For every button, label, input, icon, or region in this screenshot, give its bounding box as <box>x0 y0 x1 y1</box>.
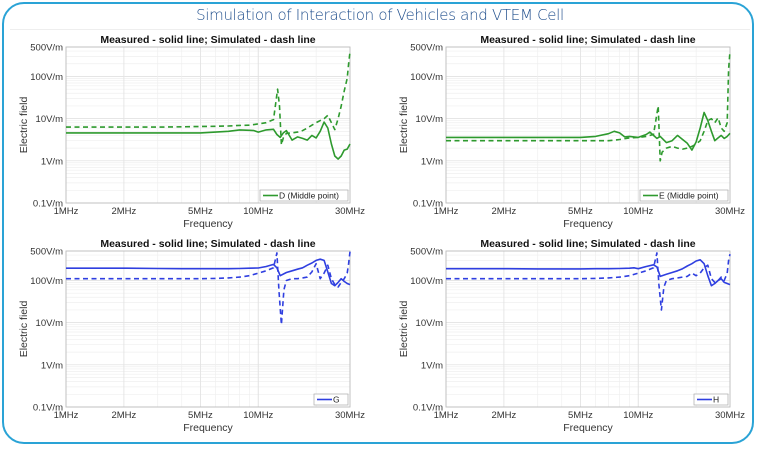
x-tick-label: 10MHz <box>243 206 273 217</box>
x-tick-label: 5MHz <box>188 206 213 217</box>
x-tick-label: 5MHz <box>568 206 593 217</box>
y-tick-label: 100V/m <box>410 72 443 83</box>
y-tick-label: 100V/m <box>30 276 63 287</box>
chart-title: Measured - solid line; Simulated - dash … <box>480 238 695 250</box>
y-tick-label: 0.1V/m <box>33 199 63 210</box>
y-tick-label: 10V/m <box>416 114 444 125</box>
y-tick-label: 100V/m <box>410 276 443 287</box>
axes-box <box>65 46 351 204</box>
chart-h: 1MHz 2MHz 5MHz 10MHz 30MHz 0.1V/m 1V/m 10V/m 100… <box>398 238 745 434</box>
x-tick-label: 30MHz <box>715 410 745 421</box>
x-axis-label: Frequency <box>563 218 613 230</box>
y-tick-label: 500V/m <box>410 247 443 258</box>
y-axis-label: Electric field <box>18 301 30 358</box>
chart-e: 1MHz 2MHz 5MHz 10MHz 30MHz 0.1V/m 1V/m 10V/m 100… <box>398 34 745 230</box>
axes-box <box>445 250 731 408</box>
x-tick-label: 2MHz <box>491 206 516 217</box>
y-tick-label: 500V/m <box>410 43 443 54</box>
y-tick-label: 10V/m <box>416 318 444 329</box>
series-simulated-line <box>66 251 351 326</box>
grid <box>66 251 350 407</box>
y-axis-label: Electric field <box>18 97 30 154</box>
y-tick-label: 10V/m <box>36 114 64 125</box>
x-axis-label: Frequency <box>563 422 613 434</box>
y-tick-label: 1V/m <box>421 156 443 167</box>
grid <box>66 47 350 203</box>
chart-g: 1MHz 2MHz 5MHz 10MHz 30MHz 0.1V/m 1V/m 10V/m 100… <box>18 238 365 434</box>
legend-box <box>259 189 349 202</box>
y-tick-label: 0.1V/m <box>33 403 63 414</box>
x-tick-label: 30MHz <box>335 410 365 421</box>
x-tick-label: 30MHz <box>335 206 365 217</box>
x-tick-label: 1MHz <box>434 206 459 217</box>
chart-title: Measured - solid line; Simulated - dash … <box>100 34 315 46</box>
x-tick-label: 2MHz <box>111 206 136 217</box>
legend-box <box>639 189 729 202</box>
x-tick-label: 10MHz <box>243 410 273 421</box>
legend-label: E (Middle point) <box>659 191 719 201</box>
chart-title: Measured - solid line; Simulated - dash … <box>480 34 695 46</box>
x-tick-label: 2MHz <box>111 410 136 421</box>
y-axis-label: Electric field <box>398 97 410 154</box>
x-tick-label: 10MHz <box>623 206 653 217</box>
y-tick-label: 500V/m <box>30 43 63 54</box>
series-simulated-line <box>446 51 731 162</box>
page-title: Simulation of Interaction of Vehicles an… <box>196 6 564 24</box>
x-axis-label: Frequency <box>183 422 233 434</box>
series-measured-line <box>66 121 351 160</box>
y-axis-label: Electric field <box>398 301 410 358</box>
series-measured-line <box>66 258 351 287</box>
legend: E (Middle point) <box>639 189 729 202</box>
legend: H <box>693 393 729 406</box>
x-tick-label: 1MHz <box>434 410 459 421</box>
y-tick-label: 1V/m <box>421 360 443 371</box>
legend-label: G <box>333 395 340 405</box>
legend-label: H <box>713 395 719 405</box>
series-measured-line <box>446 111 731 151</box>
y-tick-label: 1V/m <box>41 156 63 167</box>
series-simulated-line <box>66 51 351 146</box>
x-tick-label: 5MHz <box>568 410 593 421</box>
y-tick-label: 0.1V/m <box>413 403 443 414</box>
x-tick-label: 1MHz <box>54 206 79 217</box>
axes-box <box>65 250 351 408</box>
x-tick-label: 5MHz <box>188 410 213 421</box>
axes-box <box>445 46 731 204</box>
grid <box>446 251 730 407</box>
y-tick-label: 0.1V/m <box>413 199 443 210</box>
y-tick-label: 1V/m <box>41 360 63 371</box>
x-tick-label: 1MHz <box>54 410 79 421</box>
y-tick-label: 500V/m <box>30 247 63 258</box>
x-tick-label: 30MHz <box>715 206 745 217</box>
y-tick-label: 10V/m <box>36 318 64 329</box>
x-axis-label: Frequency <box>183 218 233 230</box>
chart-title: Measured - solid line; Simulated - dash … <box>100 238 315 250</box>
legend-label: D (Middle point) <box>279 191 339 201</box>
legend: D (Middle point) <box>259 189 349 202</box>
series-measured-line <box>446 258 731 287</box>
chart-d: 1MHz 2MHz 5MHz 10MHz 30MHz 0.1V/m 1V/m 10V/m 100… <box>18 34 365 230</box>
y-tick-label: 100V/m <box>30 72 63 83</box>
series-simulated-line <box>446 252 731 311</box>
x-tick-label: 10MHz <box>623 410 653 421</box>
legend: G <box>313 393 349 406</box>
divider <box>10 29 750 30</box>
x-tick-label: 2MHz <box>491 410 516 421</box>
